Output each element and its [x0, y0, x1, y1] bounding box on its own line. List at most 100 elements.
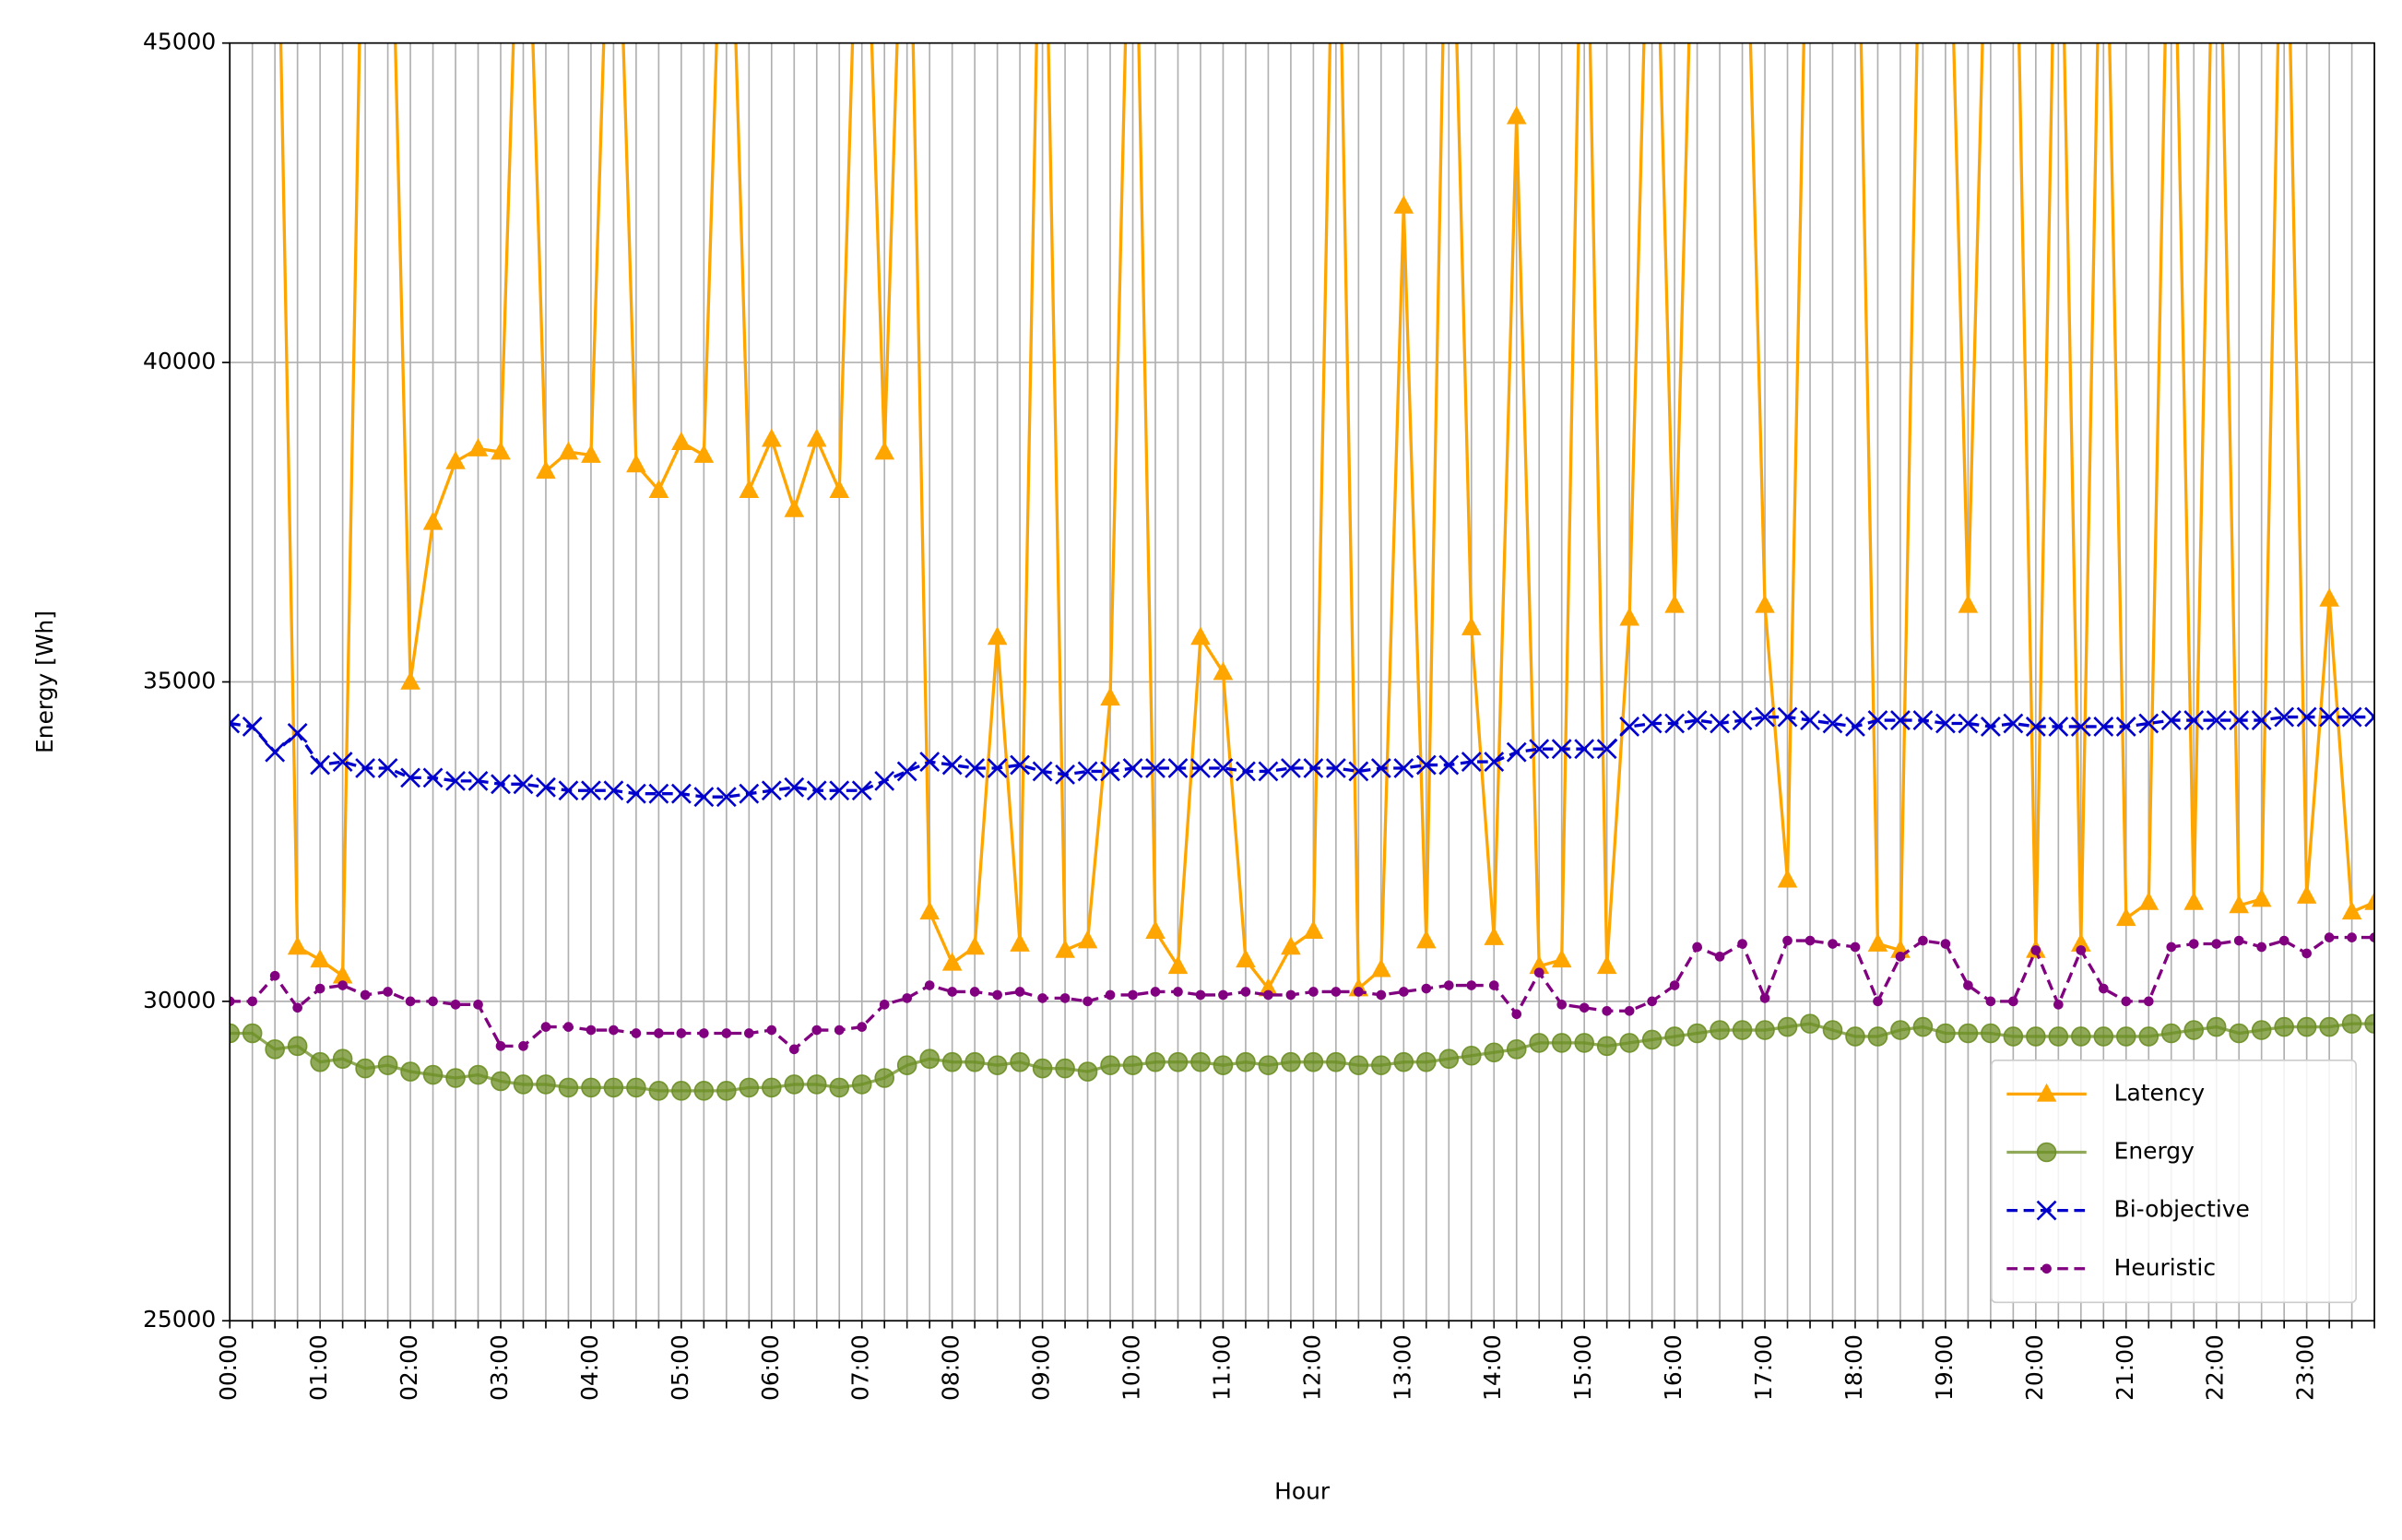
marker [1755, 1020, 1775, 1040]
x-tick-label: 16:00 [1660, 1334, 1686, 1401]
marker [337, 980, 348, 990]
marker [1777, 1016, 1798, 1037]
marker [1710, 713, 1730, 734]
marker [1077, 761, 1098, 782]
marker [242, 1023, 263, 1044]
marker [964, 758, 986, 778]
marker [377, 758, 398, 778]
y-tick-label: 45000 [143, 29, 216, 55]
x-tick-label: 15:00 [1569, 1334, 1596, 1401]
marker [676, 1028, 687, 1038]
x-tick-label: 05:00 [667, 1334, 693, 1401]
marker [603, 1077, 624, 1098]
marker [603, 780, 624, 801]
marker [1822, 713, 1843, 734]
marker [2093, 1026, 2114, 1047]
marker [1533, 967, 1544, 978]
marker [2206, 710, 2227, 730]
marker [1055, 764, 1075, 785]
marker [1529, 739, 1550, 760]
marker [1308, 987, 1319, 997]
marker [1128, 989, 1138, 1001]
marker [445, 1068, 466, 1088]
marker [1167, 758, 1189, 778]
marker [1370, 758, 1391, 778]
marker [2003, 1026, 2024, 1047]
marker [1867, 932, 1888, 952]
plot-area [230, 42, 2375, 1101]
marker [1258, 761, 1279, 782]
marker [2233, 935, 2244, 946]
marker [716, 1081, 737, 1101]
x-tick-label: 20:00 [2021, 1334, 2048, 1401]
marker [581, 444, 601, 463]
marker [2229, 710, 2250, 730]
x-tick-label: 06:00 [757, 1334, 784, 1401]
marker [1190, 1051, 1211, 1072]
series [230, 1013, 2375, 1101]
marker [1918, 935, 1928, 946]
marker [761, 1077, 782, 1098]
marker [2251, 1020, 2272, 1040]
marker [400, 767, 420, 788]
marker [1800, 710, 1820, 730]
marker [445, 770, 466, 791]
marker [2115, 907, 2136, 927]
marker [558, 780, 579, 801]
marker [247, 996, 258, 1007]
marker [400, 1061, 420, 1082]
marker [1602, 1005, 1612, 1016]
marker [1912, 710, 1934, 730]
x-tick-label: 10:00 [1118, 1334, 1145, 1401]
marker [693, 787, 715, 808]
marker [1122, 758, 1143, 778]
marker [699, 1028, 709, 1038]
marker [1281, 758, 1301, 778]
marker [1890, 1020, 1911, 1040]
marker [287, 722, 308, 743]
marker [2341, 901, 2362, 920]
marker [648, 1081, 669, 1101]
marker [2071, 932, 2091, 952]
marker [721, 1028, 732, 1038]
marker [1213, 758, 1234, 778]
marker [383, 987, 393, 997]
marker [1348, 1055, 1369, 1075]
marker [332, 1048, 353, 1070]
marker [2183, 891, 2205, 910]
marker [1692, 942, 1702, 953]
marker [518, 1041, 528, 1051]
marker [1014, 987, 1025, 997]
marker [1484, 752, 1505, 772]
marker [806, 1074, 827, 1095]
marker [969, 987, 980, 997]
legend-entry: Latency [2006, 1079, 2205, 1106]
marker [1303, 1051, 1324, 1072]
marker [310, 754, 331, 776]
marker [332, 965, 353, 984]
marker [2319, 706, 2340, 728]
marker [1218, 989, 1228, 1001]
y-tick-label: 35000 [143, 667, 216, 693]
marker [1443, 980, 1454, 990]
marker [851, 780, 872, 801]
marker [265, 741, 286, 763]
x-tick-label: 09:00 [1028, 1334, 1055, 1401]
marker [1416, 930, 1437, 949]
marker [1867, 1026, 1888, 1047]
marker [1037, 993, 1047, 1003]
marker [761, 780, 782, 801]
marker [1529, 1033, 1550, 1053]
marker [987, 626, 1008, 646]
marker [1737, 939, 1747, 949]
marker [355, 1058, 375, 1079]
marker [1281, 936, 1301, 955]
marker [1263, 989, 1273, 1001]
marker [2364, 1013, 2375, 1034]
marker [1551, 739, 1572, 760]
x-tick-label: 07:00 [847, 1334, 874, 1401]
marker [467, 1064, 489, 1085]
marker [292, 1002, 302, 1013]
marker [1669, 980, 1680, 990]
